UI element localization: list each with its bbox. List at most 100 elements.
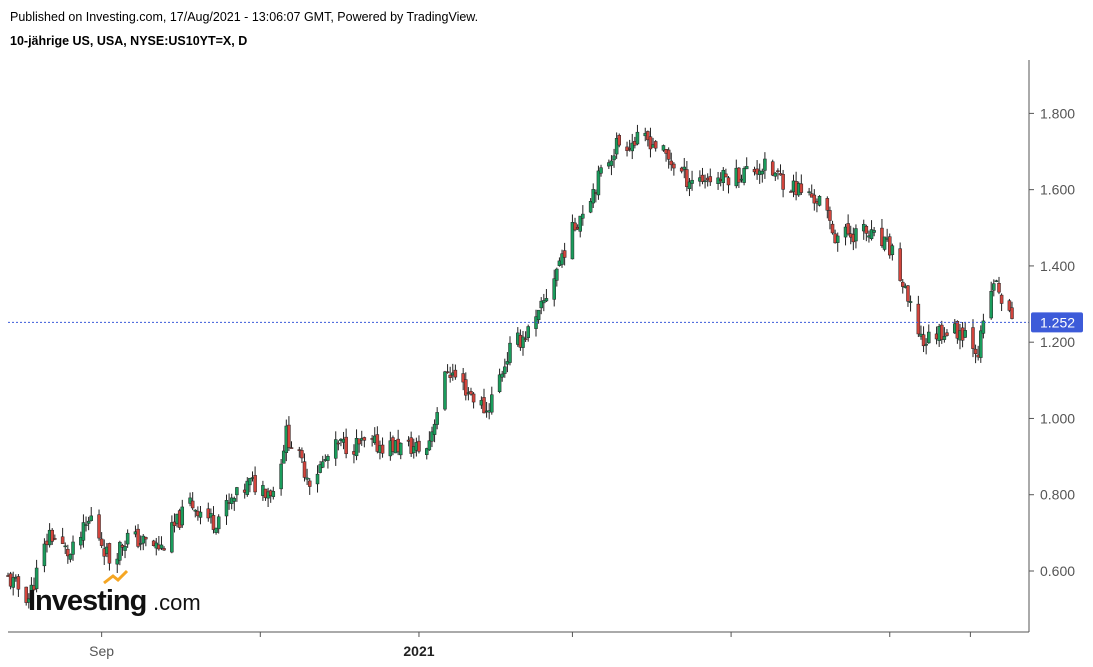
candle-body	[666, 149, 671, 160]
candle-body	[97, 514, 101, 539]
candle-body	[973, 348, 978, 355]
candle-body	[521, 336, 525, 348]
y-axis-ticks: 1.800 1.600 1.400 1.200 1.000 0.800 0.600	[1029, 105, 1075, 579]
y-tick-label: 1.600	[1040, 182, 1075, 198]
candle-body	[362, 437, 367, 441]
candle-body	[354, 438, 359, 457]
candle-body	[469, 391, 473, 395]
candle-body	[300, 450, 304, 459]
candle-body	[464, 379, 468, 396]
candle-body	[302, 461, 307, 478]
candle-body	[854, 228, 858, 242]
candle-body	[471, 393, 476, 403]
y-tick-label: 1.000	[1040, 410, 1075, 426]
candle-body	[170, 522, 174, 553]
candle-body	[216, 516, 221, 530]
candle-body	[523, 338, 528, 340]
candle-body	[669, 160, 674, 166]
candle-body	[945, 332, 949, 336]
candle-body	[661, 145, 666, 151]
candle-body	[609, 160, 614, 166]
candle-body	[700, 174, 705, 182]
candle-body	[872, 230, 876, 233]
candle-body	[703, 180, 707, 183]
candle-body	[994, 280, 999, 282]
candle-body	[79, 536, 83, 546]
candle-body	[505, 361, 510, 365]
candle-body	[115, 558, 119, 565]
candle-body	[927, 331, 931, 344]
candle-body	[682, 166, 687, 170]
candle-body	[245, 480, 250, 495]
candle-body	[443, 371, 447, 410]
candle-body	[908, 301, 913, 303]
candle-body	[724, 173, 728, 178]
candle-body	[812, 194, 817, 204]
candlestick-series	[6, 124, 1014, 609]
candle-body	[248, 477, 252, 486]
candle-body	[123, 546, 127, 551]
candle-body	[588, 201, 593, 213]
candle-body	[63, 545, 67, 548]
candle-body	[726, 177, 731, 186]
candle-body	[635, 131, 640, 145]
candle-body	[773, 172, 778, 177]
candle-body	[1007, 300, 1012, 311]
candle-body	[685, 169, 689, 187]
candle-body	[539, 300, 543, 309]
candle-body	[380, 444, 385, 454]
candle-body	[107, 543, 112, 564]
investing-logo: Investing .com	[28, 569, 201, 617]
candle-body	[136, 528, 140, 547]
candle-body	[989, 291, 993, 319]
candle-body	[287, 424, 291, 448]
candle-body	[869, 229, 874, 239]
candle-body	[612, 155, 616, 161]
candle-body	[81, 522, 86, 541]
instrument-title: 10-jährige US, USA, NYSE:US10YT=X, D	[10, 34, 248, 48]
candle-body	[882, 236, 887, 250]
y-tick-label: 1.800	[1040, 105, 1075, 121]
candle-body	[305, 477, 309, 480]
candle-body	[630, 142, 634, 152]
candle-body	[940, 324, 944, 340]
candle-body	[898, 248, 902, 281]
candle-body	[224, 500, 229, 517]
candle-body	[425, 448, 429, 455]
candle-body	[307, 480, 312, 487]
x-tick-label-year: 2021	[403, 643, 434, 659]
candle-body	[500, 373, 504, 378]
last-price-label: 1.252	[1040, 314, 1075, 330]
published-caption: Published on Investing.com, 17/Aug/2021 …	[10, 10, 479, 24]
candle-body	[562, 250, 567, 258]
y-tick-label: 1.400	[1040, 258, 1075, 274]
candle-body	[53, 538, 57, 540]
candle-body	[315, 473, 320, 485]
candle-body	[50, 529, 54, 542]
candle-body	[89, 515, 93, 521]
candle-body	[560, 253, 564, 265]
candle-body	[536, 309, 541, 320]
candle-body	[281, 450, 286, 464]
candle-body	[29, 584, 34, 601]
candle-body	[916, 303, 921, 335]
candle-body	[320, 461, 325, 468]
candle-body	[799, 183, 804, 193]
candle-body	[760, 170, 765, 175]
candle-body	[835, 235, 840, 243]
candle-body	[992, 283, 996, 291]
candle-body	[16, 576, 21, 590]
candle-body	[211, 515, 216, 530]
candle-body	[375, 434, 380, 452]
candle-body	[942, 335, 947, 340]
candle-body	[344, 436, 348, 455]
candle-body	[357, 438, 361, 445]
candle-body	[430, 431, 434, 442]
candle-body	[190, 500, 195, 509]
candle-body	[817, 195, 822, 206]
candle-body	[66, 548, 70, 557]
candle-body	[690, 179, 694, 184]
candle-body	[570, 222, 575, 260]
candle-body	[901, 281, 905, 287]
